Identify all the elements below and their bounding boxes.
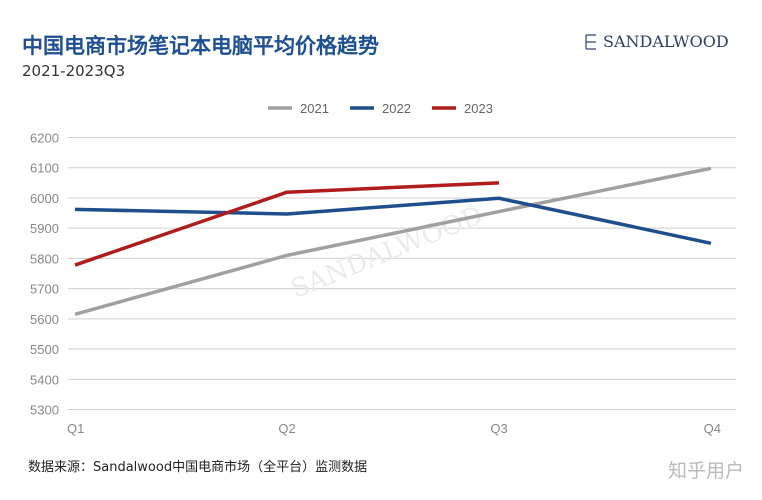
y-tick-label: 6000 (30, 191, 59, 206)
y-tick-label: 5700 (30, 282, 59, 297)
legend-label: 2022 (382, 101, 411, 116)
series-line-2021 (74, 166, 712, 316)
y-tick-label: 5900 (30, 221, 59, 236)
chart-title: 中国电商市场笔记本电脑平均价格趋势 (22, 34, 379, 58)
logo-text: SANDALWOOD (603, 32, 729, 51)
y-tick-label: 5400 (30, 372, 59, 387)
y-tick-label: 5300 (30, 403, 59, 418)
y-tick-label: 6200 (30, 131, 59, 146)
zhihu-watermark: 知乎用户 (667, 460, 744, 482)
x-tick-label: Q4 (704, 421, 721, 436)
legend-label: 2023 (464, 101, 493, 116)
legend-label: 2021 (300, 101, 329, 116)
y-tick-label: 5800 (30, 251, 59, 266)
y-tick-label: 6100 (30, 161, 59, 176)
x-tick-label: Q3 (490, 421, 507, 436)
y-tick-label: 5600 (30, 312, 59, 327)
series-line-2022 (74, 196, 712, 245)
x-tick-label: Q1 (67, 421, 84, 436)
logo-mark-icon (585, 33, 596, 50)
y-tick-label: 5500 (30, 342, 59, 357)
sandalwood-logo: SANDALWOOD (583, 32, 729, 51)
x-tick-label: Q2 (278, 421, 295, 436)
data-source: 数据来源：Sandalwood中国电商市场（全平台）监测数据 (28, 460, 368, 475)
chart-subtitle: 2021-2023Q3 (22, 62, 126, 80)
